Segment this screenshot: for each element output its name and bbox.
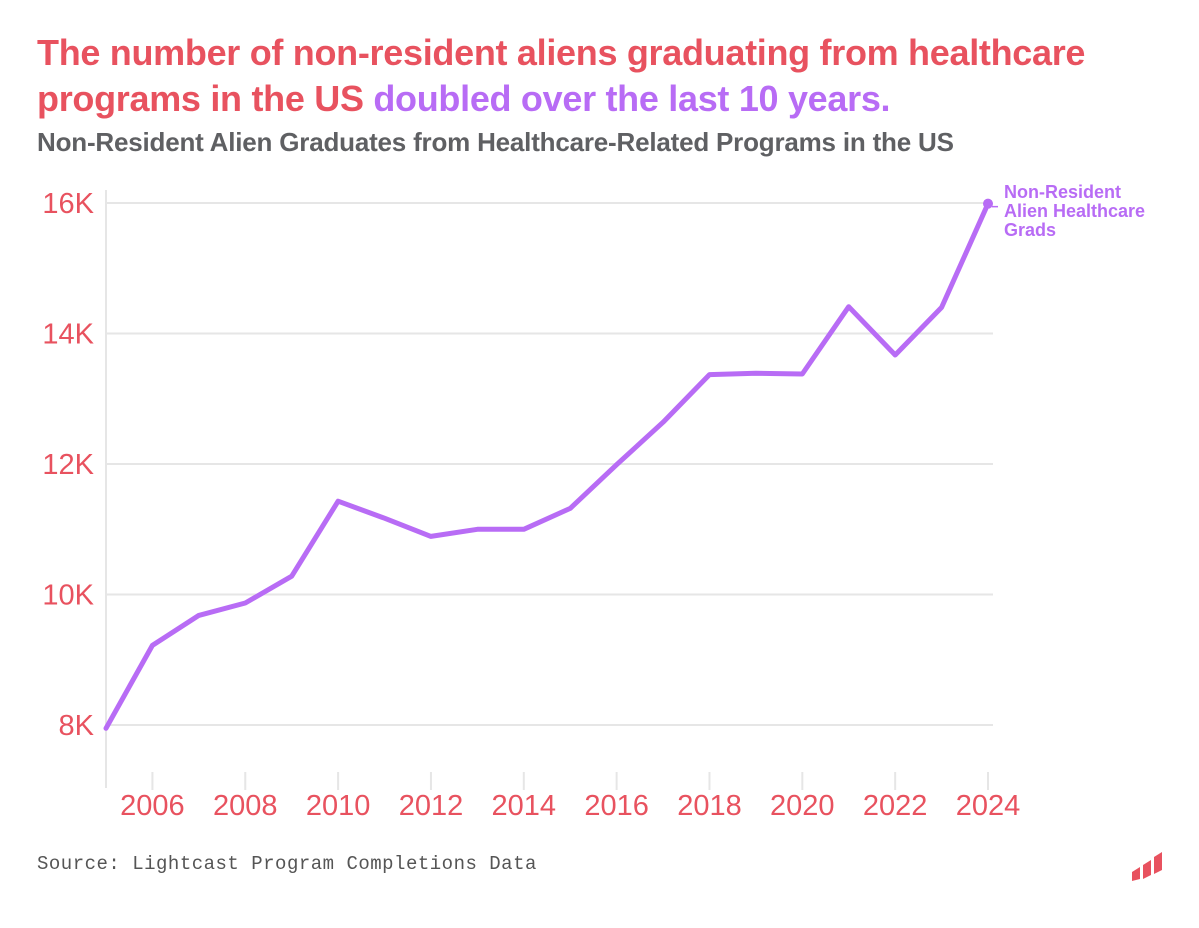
series-label-line: Alien Healthcare <box>1004 201 1145 221</box>
headline-part-purple: doubled over the last 10 years. <box>373 78 891 119</box>
series-line <box>103 201 991 731</box>
lightcast-logo-icon <box>1132 852 1162 881</box>
x-tick-label: 2006 <box>120 790 185 822</box>
chart-title: Non-Resident Alien Graduates from Health… <box>37 127 954 157</box>
series-label: Non-Resident Alien Healthcare Grads <box>1004 182 1145 240</box>
x-tick-label: 2020 <box>770 790 835 822</box>
headline: The number of non-resident aliens gradua… <box>37 30 1157 122</box>
y-tick-label: 14K <box>42 319 94 351</box>
headline-part-red: The number of non-resident aliens gradua… <box>37 32 1086 119</box>
series-label-line: Grads <box>1004 220 1056 240</box>
x-tick-label: 2012 <box>399 790 464 822</box>
y-tick-label: 12K <box>42 449 94 481</box>
y-tick-label: 10K <box>42 580 94 612</box>
series-end-point <box>983 198 993 209</box>
x-tick-label: 2022 <box>863 790 928 822</box>
x-tick-label: 2016 <box>584 790 649 822</box>
y-tick-label: 16K <box>42 188 94 220</box>
x-tick-label: 2008 <box>213 790 278 822</box>
x-tick-label: 2018 <box>677 790 742 822</box>
x-tick-label: 2014 <box>492 790 557 822</box>
source-note: Source: Lightcast Program Completions Da… <box>37 853 537 875</box>
x-tick-label: 2010 <box>306 790 371 822</box>
x-tick-label: 2024 <box>956 790 1021 822</box>
series-label-line: Non-Resident <box>1004 182 1121 202</box>
y-tick-label: 8K <box>59 710 95 742</box>
